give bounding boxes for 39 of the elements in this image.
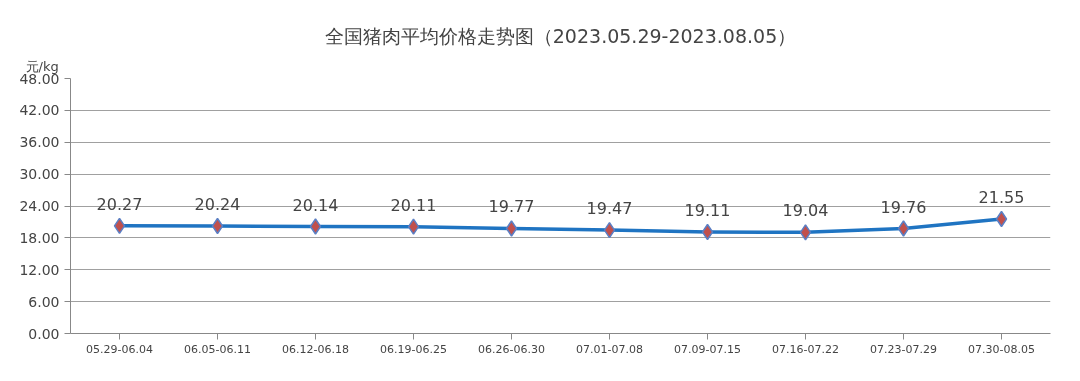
point: [505, 220, 518, 237]
point: [799, 224, 812, 241]
point: [995, 210, 1008, 228]
point: [897, 220, 910, 237]
y-tick-label: 0.00: [28, 325, 60, 342]
x-tick-label: 07.16-07.22: [772, 342, 839, 356]
point: [211, 217, 224, 235]
data-label: 20.27: [96, 194, 143, 214]
data-label: 20.14: [292, 195, 339, 215]
x-tick-label: 05.29-06.04: [86, 342, 153, 356]
data-label: 19.77: [488, 197, 535, 217]
x-tick-label: 06.26-06.30: [478, 342, 545, 356]
x-tick-label: 07.09-07.15: [674, 342, 741, 356]
x-tick-label: 07.30-08.05: [968, 342, 1035, 356]
data-label: 19.11: [684, 200, 731, 220]
y-tick-label: 18.00: [19, 229, 60, 246]
y-tick-label: 12.00: [19, 261, 60, 278]
y-tick-label: 30.00: [19, 166, 60, 183]
chart-title: 全国猪肉平均价格走势图（2023.05.29-2023.08.05）: [324, 24, 797, 47]
point: [701, 223, 714, 241]
x-tick-label: 06.05-06.11: [184, 342, 251, 356]
x-tick-label: 07.01-07.08: [576, 342, 643, 356]
x-tick-label: 07.23-07.29: [870, 342, 937, 356]
y-tick-label: 24.00: [19, 198, 60, 214]
x-tick-label: 06.19-06.25: [380, 342, 447, 356]
point: [309, 218, 322, 235]
x-tick-label: 06.12-06.18: [282, 342, 349, 356]
data-label: 21.55: [978, 188, 1025, 208]
data-label: 20.11: [390, 195, 437, 215]
point: [113, 217, 126, 235]
point: [407, 218, 420, 235]
point: [603, 221, 616, 239]
data-label: 19.76: [880, 197, 927, 217]
y-tick-label: 36.00: [19, 134, 60, 151]
y-tick-label: 6.00: [28, 293, 60, 310]
y-tick-label: 42.00: [19, 102, 60, 119]
data-label: 19.47: [586, 199, 633, 219]
data-label: 19.04: [782, 201, 829, 221]
data-label: 20.24: [194, 194, 241, 214]
